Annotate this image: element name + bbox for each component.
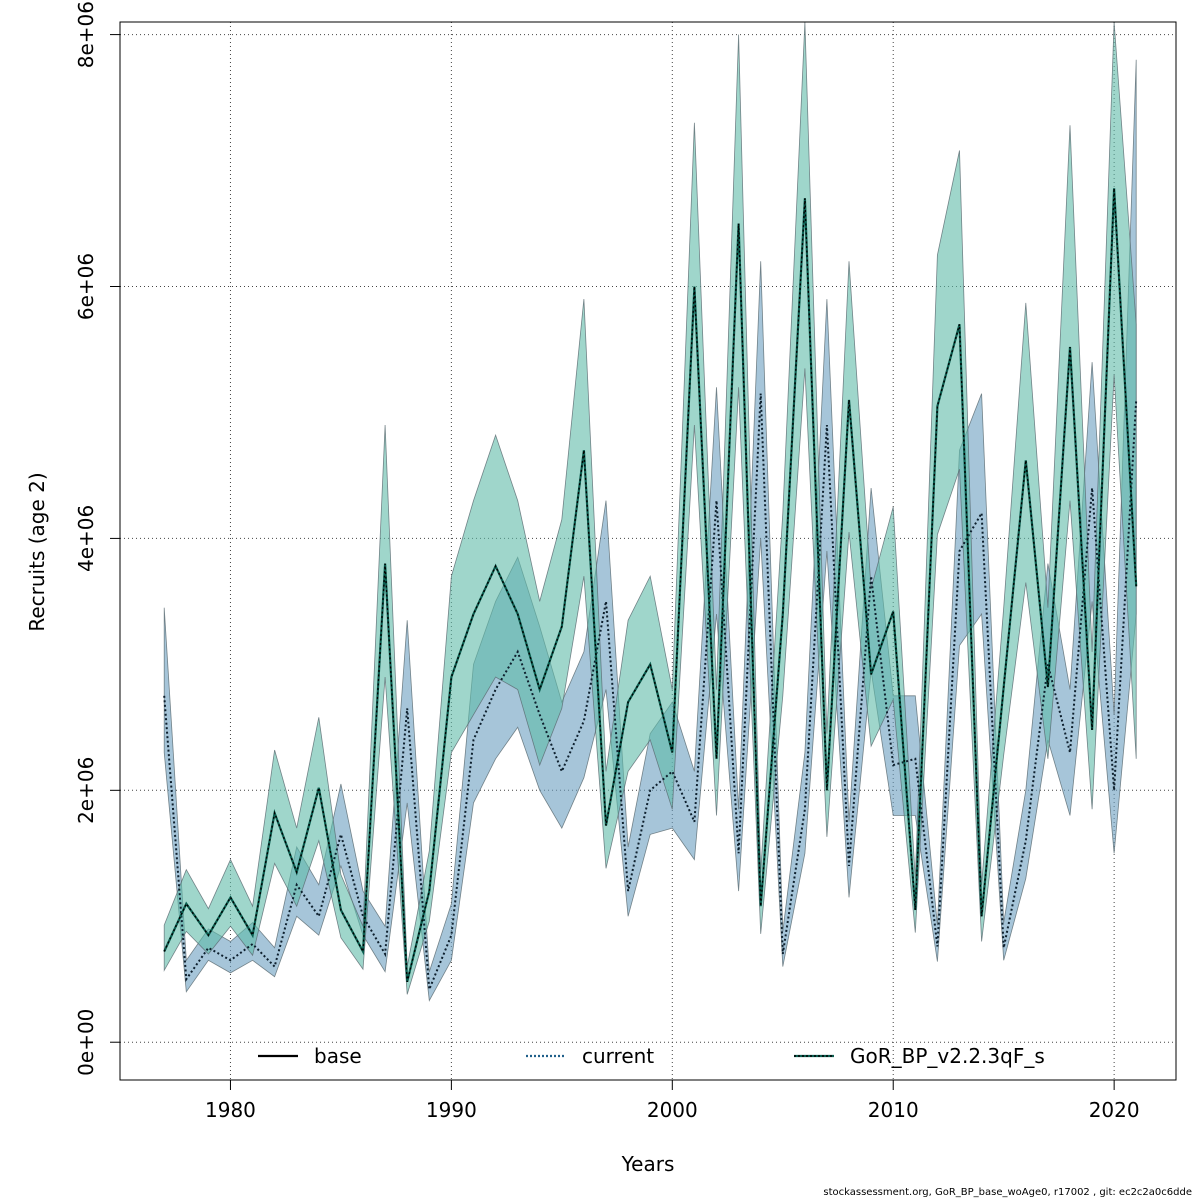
axes: 1980 1990 2000 2010 2020 0e+00 2e+06 4e+06 6e+06…	[74, 1, 1140, 1122]
footer-credit: stockassessment.org, GoR_BP_base_woAge0,…	[823, 1187, 1192, 1198]
y-tick-label-0e+00: 0e+00	[74, 1009, 98, 1076]
legend: base current GoR_BP_v2.2.3qF_s	[258, 1044, 1045, 1068]
x-tick-label-2000: 2000	[647, 1098, 698, 1122]
line-gor-overlay	[163, 188, 1137, 982]
series-lines	[163, 188, 1138, 990]
y-tick-label-4e+06: 4e+06	[74, 505, 98, 572]
y-axis-title: Recruits (age 2)	[25, 472, 49, 631]
x-tick-label-1980: 1980	[205, 1098, 256, 1122]
line-current	[163, 393, 1138, 990]
x-axis-title: Years	[621, 1152, 675, 1176]
y-tick-label-8e+06: 8e+06	[74, 1, 98, 68]
y-tick-label-6e+06: 6e+06	[74, 253, 98, 320]
x-tick-label-2010: 2010	[868, 1098, 919, 1122]
x-tick-label-1990: 1990	[426, 1098, 477, 1122]
confidence-bands	[163, 21, 1137, 1002]
legend-label-base: base	[314, 1044, 362, 1068]
x-tick-label-2020: 2020	[1089, 1098, 1140, 1122]
band-gor	[163, 21, 1137, 995]
legend-label-gor: GoR_BP_v2.2.3qF_s	[850, 1044, 1045, 1068]
y-tick-label-2e+06: 2e+06	[74, 757, 98, 824]
plot-frame	[119, 21, 1177, 1081]
legend-label-current: current	[582, 1044, 654, 1068]
